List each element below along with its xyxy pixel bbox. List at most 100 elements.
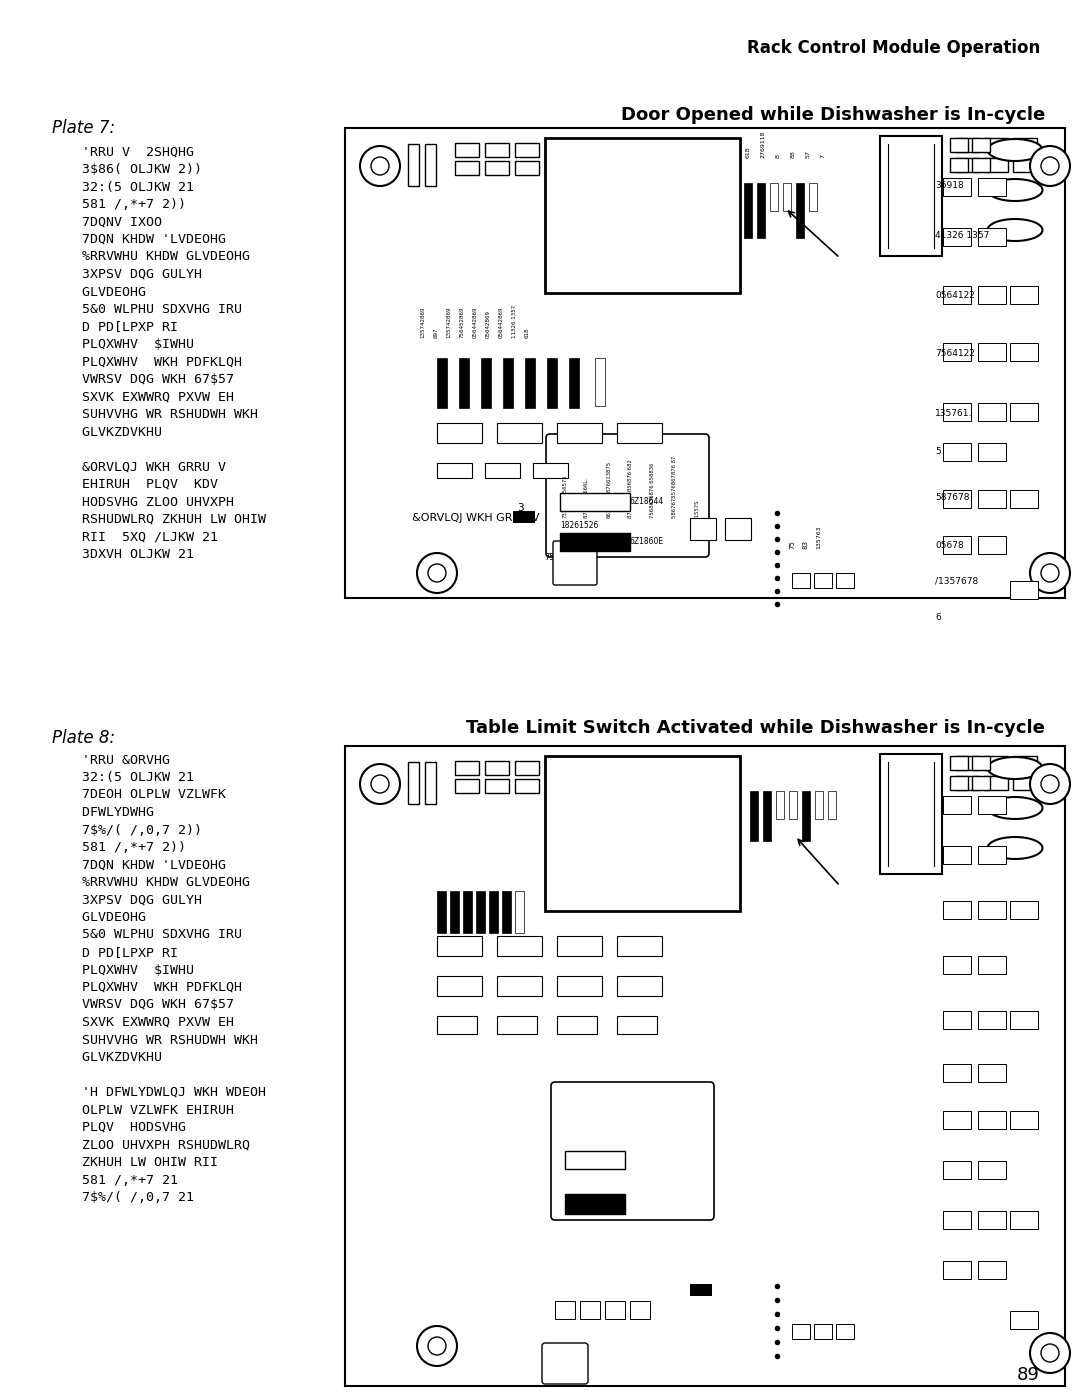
Text: 056442869: 056442869 (499, 306, 503, 338)
Text: DFWLYDWHG: DFWLYDWHG (58, 806, 154, 819)
Circle shape (1030, 147, 1070, 186)
Bar (617, 1016, 657, 1034)
Bar (437, 423, 482, 443)
Bar (978, 228, 1005, 246)
Text: 581 /,*+7 2)): 581 /,*+7 2)) (58, 198, 186, 211)
Text: 5: 5 (935, 447, 941, 455)
Text: GLVKZDVKHU: GLVKZDVKHU (58, 426, 162, 439)
Bar (437, 462, 472, 478)
Bar (545, 756, 740, 911)
Circle shape (1041, 775, 1059, 793)
Bar (437, 977, 482, 996)
Bar (978, 344, 1005, 360)
Text: 18261526: 18261526 (561, 521, 598, 531)
Text: 7578: 7578 (544, 553, 566, 563)
Bar (978, 956, 1005, 974)
Bar (345, 129, 1065, 598)
Text: HODSVHG ZLOO UHVXPH: HODSVHG ZLOO UHVXPH (58, 496, 234, 509)
Bar (497, 423, 542, 443)
Text: PLQXWHV  $IWHU: PLQXWHV $IWHU (58, 338, 194, 351)
FancyBboxPatch shape (551, 1083, 714, 1220)
Bar (796, 183, 804, 237)
Bar (950, 138, 968, 152)
Circle shape (360, 147, 400, 186)
Bar (408, 144, 419, 186)
Text: 36918: 36918 (935, 182, 963, 190)
Ellipse shape (987, 219, 1042, 242)
Text: %RRVWHU KHDW GLVDEOHG: %RRVWHU KHDW GLVDEOHG (58, 876, 249, 888)
Text: /1357678: /1357678 (935, 577, 978, 585)
Text: GLVDEOHG: GLVDEOHG (58, 911, 146, 923)
Bar (617, 977, 662, 996)
Bar (1010, 581, 1038, 599)
Bar (489, 891, 498, 933)
Text: Plate 7:: Plate 7: (52, 119, 116, 137)
Text: 5867675576867876 87: 5867675576867876 87 (673, 455, 677, 518)
Ellipse shape (987, 179, 1042, 201)
Bar (525, 358, 535, 408)
Bar (580, 1301, 600, 1319)
Bar (546, 358, 557, 408)
Text: PLQV  HODSVHG: PLQV HODSVHG (58, 1120, 186, 1134)
Text: 3: 3 (516, 503, 524, 513)
Bar (455, 161, 480, 175)
Bar (943, 901, 971, 919)
Bar (1013, 775, 1037, 789)
Bar (943, 536, 971, 555)
Bar (555, 1301, 575, 1319)
Bar (1010, 1211, 1038, 1229)
Circle shape (1030, 1333, 1070, 1373)
Bar (605, 1301, 625, 1319)
Text: SUHVVHG WR RSHUDWH WKH: SUHVVHG WR RSHUDWH WKH (58, 1034, 258, 1046)
Bar (978, 796, 1005, 814)
Text: 618: 618 (745, 147, 751, 158)
Text: 7564122: 7564122 (935, 348, 975, 358)
Bar (950, 775, 968, 789)
FancyBboxPatch shape (553, 541, 597, 585)
Bar (497, 936, 542, 956)
Bar (943, 796, 971, 814)
Bar (984, 138, 1008, 152)
Bar (561, 493, 630, 511)
Bar (690, 1284, 712, 1296)
Text: 3$86( OLJKW 2)): 3$86( OLJKW 2)) (58, 163, 202, 176)
Bar (690, 518, 716, 541)
Bar (972, 775, 990, 789)
Text: 7DQN KHDW 'LVDEOHG: 7DQN KHDW 'LVDEOHG (58, 859, 226, 872)
Bar (978, 847, 1005, 863)
Bar (955, 158, 978, 172)
Text: 11326 1357: 11326 1357 (512, 305, 516, 338)
Bar (943, 1261, 971, 1280)
Text: 581 /,*+7 2)): 581 /,*+7 2)) (58, 841, 186, 854)
Text: 88: 88 (791, 151, 796, 158)
Bar (978, 1111, 1005, 1129)
Bar (978, 901, 1005, 919)
Text: 8: 8 (775, 154, 781, 158)
Bar (978, 1211, 1005, 1229)
Text: ZLOO UHVXPH RSHUDWLRQ: ZLOO UHVXPH RSHUDWLRQ (58, 1139, 249, 1151)
Bar (1013, 158, 1037, 172)
Bar (978, 536, 1005, 555)
Bar (485, 780, 509, 793)
Bar (630, 1301, 650, 1319)
Bar (515, 761, 539, 775)
Text: PLQXWHV  $IWHU: PLQXWHV $IWHU (58, 964, 194, 977)
Text: Table Limit Switch Activated while Dishwasher is In-cycle: Table Limit Switch Activated while Dishw… (467, 719, 1045, 738)
Bar (485, 761, 509, 775)
Circle shape (1030, 764, 1070, 805)
Text: 5&0 WLPHU SDXVHG IRU: 5&0 WLPHU SDXVHG IRU (58, 929, 242, 942)
Text: 7$%/( /,0,7 21: 7$%/( /,0,7 21 (58, 1192, 194, 1204)
Text: 05642869: 05642869 (486, 310, 490, 338)
Bar (978, 1261, 1005, 1280)
Text: .1557S: .1557S (694, 500, 700, 518)
Bar (426, 144, 436, 186)
Bar (792, 1324, 810, 1338)
Bar (972, 756, 990, 770)
Bar (1010, 490, 1038, 509)
Text: VWRSV DQG WKH 67$57: VWRSV DQG WKH 67$57 (58, 373, 234, 386)
Bar (789, 791, 797, 819)
Text: 6Z18644: 6Z18644 (630, 497, 664, 507)
Bar (485, 161, 509, 175)
Bar (978, 1065, 1005, 1083)
Ellipse shape (987, 798, 1042, 819)
